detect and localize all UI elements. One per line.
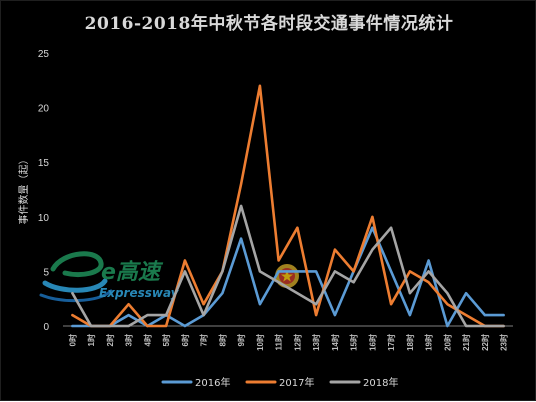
police-badge-icon: [275, 264, 299, 288]
x-tick-label: 2时: [105, 334, 115, 346]
logo-text: e高速: [101, 259, 164, 285]
x-tick-label: 4时: [142, 334, 152, 346]
x-tick-label: 18时: [405, 334, 415, 351]
x-tick-label: 16时: [367, 334, 377, 351]
chart-title: 2016-2018年中秋节各时段交通事件情况统计: [84, 14, 454, 34]
x-tick-label: 10时: [255, 334, 265, 351]
x-tick-label: 22时: [480, 334, 490, 351]
y-tick-label: 15: [38, 158, 50, 169]
legend: 2016年 2017年 2018年: [161, 376, 398, 389]
x-tick-label: 23时: [499, 334, 509, 351]
x-tick-label: 6时: [180, 334, 190, 346]
y-tick-label: 10: [38, 213, 50, 224]
y-tick-label: 5: [43, 267, 49, 278]
legend-label: 2018年: [363, 376, 398, 389]
x-tick-label: 9时: [236, 334, 246, 346]
x-tick-label: 15时: [349, 334, 359, 351]
watermark-logo: e高速 Expressway: [39, 251, 180, 303]
x-tick-label: 7时: [199, 334, 209, 346]
y-tick-label: 0: [43, 322, 49, 333]
x-tick-label: 8时: [217, 334, 227, 346]
x-tick-label: 21时: [461, 334, 471, 351]
y-tick-label: 25: [38, 49, 50, 60]
series-line-2: [71, 84, 505, 328]
series-line-3: [71, 204, 505, 328]
x-tick-label: 13时: [311, 334, 321, 351]
y-axis-label: 事件数量（起）: [17, 155, 30, 225]
x-tick-label: 17时: [386, 334, 396, 351]
logo-subtext: Expressway: [99, 286, 180, 300]
series-lines: [71, 84, 505, 328]
axes: 0 5 10 15 20 25 事件数量（起） 0时 1时 2时 3时 4时 5时 6时 7时 8时 9时 10时…: [17, 49, 513, 351]
x-tick-label: 11时: [274, 334, 284, 350]
legend-label: 2017年: [279, 376, 314, 389]
legend-label: 2016年: [195, 376, 230, 389]
x-tick-label: 14时: [330, 334, 340, 351]
x-tick-label: 5时: [161, 334, 171, 346]
y-tick-label: 20: [38, 104, 50, 115]
x-tick-label: 0时: [67, 334, 77, 346]
x-tick-label: 12时: [292, 334, 302, 351]
x-tick-label: 1时: [86, 334, 96, 346]
x-tick-label: 20时: [442, 334, 452, 351]
x-tick-label: 3时: [124, 334, 134, 346]
x-tick-label: 19时: [424, 334, 434, 351]
